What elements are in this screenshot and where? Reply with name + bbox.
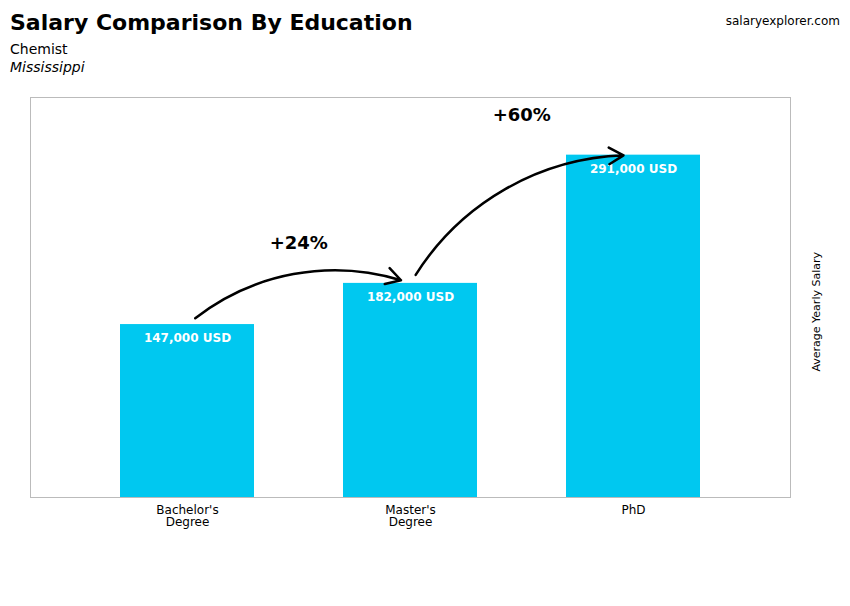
svg-text:147,000 USD: 147,000 USD <box>144 331 231 345</box>
html-text:Mississippi: Mississippi <box>10 59 85 75</box>
svg-text:PhD: PhD <box>621 503 645 517</box>
svg-text:291,000 USD: 291,000 USD <box>590 162 677 176</box>
html-text:Chemist: Chemist <box>10 41 68 57</box>
svg-text:Master'sDegree: Master'sDegree <box>385 503 436 529</box>
html-text:Salary Comparison By Education: Salary Comparison By Education <box>10 10 413 35</box>
svg-text:182,000 USD: 182,000 USD <box>367 290 454 304</box>
svg-text:+24%: +24% <box>270 232 328 253</box>
html-text:salaryexplorer.com: salaryexplorer.com <box>725 14 840 28</box>
svg-text:Bachelor'sDegree: Bachelor'sDegree <box>156 503 218 529</box>
html-text:Average Yearly Salary: Average Yearly Salary <box>810 252 823 372</box>
svg-text:+60%: +60% <box>493 104 551 125</box>
